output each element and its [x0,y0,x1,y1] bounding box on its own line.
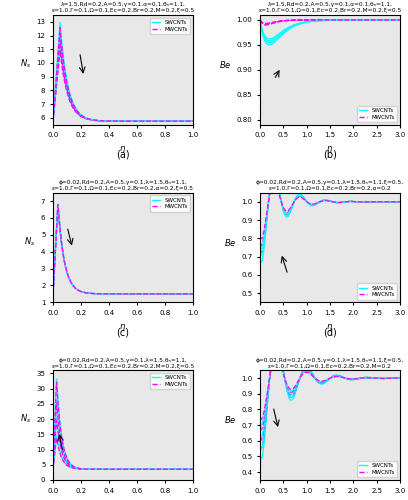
Legend: SWCNTs, MWCNTs: SWCNTs, MWCNTs [150,373,190,389]
Title: ϕ=0.02,Rd=0.2,A=0.5,γ=0.1,λ=1.5,θₙ=1.1,ξ=0.5,
ε=1.0,Γ=0.1,Ω=0.1,Ec=0.2,Br=0.2,M=: ϕ=0.02,Rd=0.2,A=0.5,γ=0.1,λ=1.5,θₙ=1.1,ξ… [256,358,404,368]
Y-axis label: $Be$: $Be$ [224,414,236,425]
Y-axis label: $Be$: $Be$ [224,236,236,248]
Legend: SWCNTs, MWCNTs: SWCNTs, MWCNTs [150,196,190,212]
Y-axis label: $N_s$: $N_s$ [24,235,35,248]
X-axis label: $\eta$: $\eta$ [120,322,126,332]
Title: λ=1.5,Rd=0.2,A=0.5,γ=0.1,α=0.1,θₙ=1.1,
ε=1.0,Γ=0.1,Ω=0.1,Ec=0.2,Br=0.2,M=0.2,ξ=0: λ=1.5,Rd=0.2,A=0.5,γ=0.1,α=0.1,θₙ=1.1, ε… [51,2,195,13]
Legend: SWCNTs, MWCNTs: SWCNTs, MWCNTs [357,284,397,300]
X-axis label: $\eta$: $\eta$ [326,499,333,500]
Y-axis label: $Be$: $Be$ [219,59,232,70]
Y-axis label: $N_s$: $N_s$ [20,412,31,425]
Legend: SWCNTs, MWCNTs: SWCNTs, MWCNTs [357,461,397,477]
X-axis label: $\eta$: $\eta$ [326,322,333,332]
Title: ϕ=0.02,Rd=0.2,A=0.5,γ=0.1,λ=1.5,θₙ=1.1,
ε=1.0,Γ=0.1,Ω=0.1,Ec=0.2,Br=0.2,M=0.2,ξ=: ϕ=0.02,Rd=0.2,A=0.5,γ=0.1,λ=1.5,θₙ=1.1, … [51,358,195,368]
Text: (a): (a) [116,150,130,160]
Title: ϕ=0.02,Rd=0.2,A=0.5,γ=0.1,λ=1.5,θₙ=1.1,
ε=1.0,Γ=0.1,Ω=0.1,Ec=0.2,Br=0.2,α=0.2,ξ=: ϕ=0.02,Rd=0.2,A=0.5,γ=0.1,λ=1.5,θₙ=1.1, … [52,180,194,191]
Legend: SWCNTs, MWCNTs: SWCNTs, MWCNTs [150,18,190,34]
Text: (b): (b) [323,150,337,160]
Text: (d): (d) [323,327,337,337]
Title: λ=1.5,Rd=0.2,A=0.5,γ=0.1,α=0.1,θₙ=1.1,
ε=1.0,Γ=0.1,Ω=0.1,Ec=0.2,Br=0.2,M=0.2,ξ=0: λ=1.5,Rd=0.2,A=0.5,γ=0.1,α=0.1,θₙ=1.1, ε… [258,2,401,13]
X-axis label: $\eta$: $\eta$ [120,499,126,500]
Text: (c): (c) [116,327,129,337]
X-axis label: $\eta$: $\eta$ [326,144,333,155]
X-axis label: $\eta$: $\eta$ [120,144,126,155]
Y-axis label: $N_s$: $N_s$ [20,58,31,70]
Legend: SWCNTs, MWCNTs: SWCNTs, MWCNTs [357,106,397,122]
Title: ϕ=0.02,Rd=0.2,A=0.5,γ=0.1,λ=1.5,θₙ=1.1,ξ=0.5,
ε=1.0,Γ=0.1,Ω=0.1,Ec=0.2,Br=0.2,α=: ϕ=0.02,Rd=0.2,A=0.5,γ=0.1,λ=1.5,θₙ=1.1,ξ… [256,180,404,191]
